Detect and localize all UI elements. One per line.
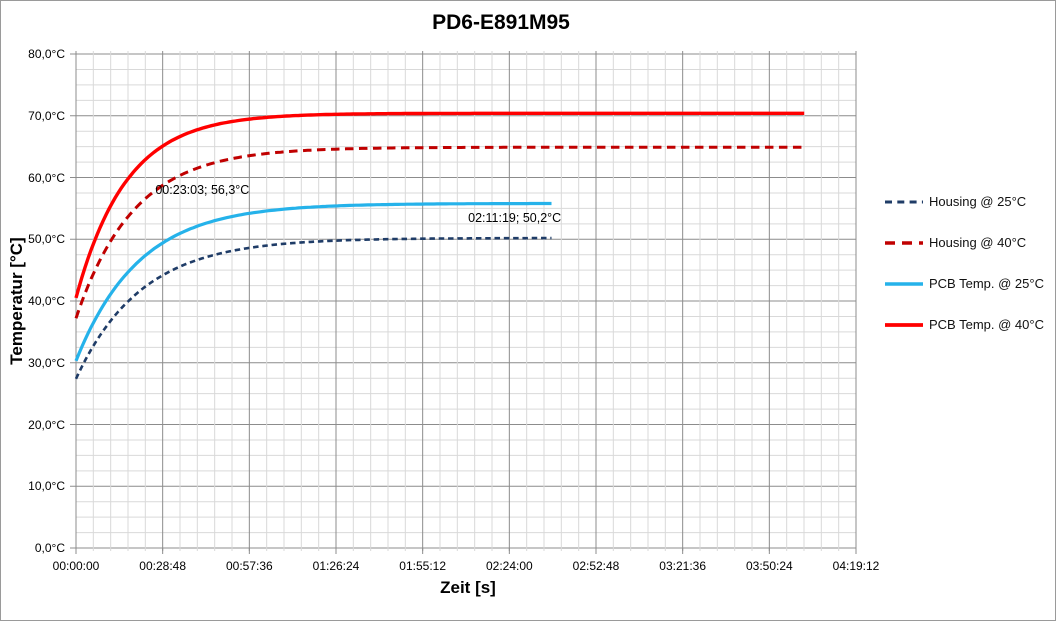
y-tick-label: 70,0°C xyxy=(28,108,65,123)
legend-label: Housing @ 40°C xyxy=(929,235,1027,250)
x-tick-label: 02:52:48 xyxy=(572,559,620,573)
x-tick-label: 00:28:48 xyxy=(139,559,187,573)
x-axis-title: Zeit [s] xyxy=(440,578,496,597)
y-tick-label: 30,0°C xyxy=(28,355,65,370)
y-tick-label: 0,0°C xyxy=(34,541,65,555)
y-tick-label: 10,0°C xyxy=(28,479,65,494)
legend-line-sample xyxy=(885,240,923,245)
x-tick-label: 01:55:12 xyxy=(399,559,447,573)
legend: Housing @ 25°C Housing @ 40°C PCB Temp. @ … xyxy=(885,181,1055,345)
legend-line-sample xyxy=(885,322,923,327)
y-tick-label: 50,0°C xyxy=(28,232,65,247)
legend-line-sample xyxy=(885,200,923,203)
legend-item-2: PCB Temp. @ 25°C xyxy=(885,263,1055,304)
data-point-label-0: 00:23:03; 56,3°C xyxy=(155,183,250,198)
legend-item-0: Housing @ 25°C xyxy=(885,181,1055,222)
legend-item-3: PCB Temp. @ 40°C xyxy=(885,304,1055,345)
series-curve-2 xyxy=(74,201,552,362)
series-curve-3 xyxy=(74,111,805,299)
chart-title: PD6-E891M95 xyxy=(432,11,570,34)
data-point-label-1: 02:11:19; 50,2°C xyxy=(468,211,562,225)
legend-item-1: Housing @ 40°C xyxy=(885,222,1055,263)
y-tick-label: 60,0°C xyxy=(28,170,65,185)
y-tick-label: 40,0°C xyxy=(28,294,65,308)
x-tick-label: 04:19:12 xyxy=(832,559,880,573)
x-tick-label: 01:26:24 xyxy=(312,559,360,573)
y-tick-label: 80,0°C xyxy=(28,47,65,61)
x-tick-label: 02:24:00 xyxy=(485,559,533,573)
series-curve-1 xyxy=(74,145,805,319)
x-tick-label: 03:21:36 xyxy=(659,559,707,573)
legend-label: PCB Temp. @ 40°C xyxy=(929,317,1044,332)
x-tick-label: 00:57:36 xyxy=(225,559,273,573)
y-tick-label: 20,0°C xyxy=(28,417,65,432)
x-tick-label: 03:50:24 xyxy=(745,559,793,573)
series-curve-0 xyxy=(74,236,552,380)
legend-label: PCB Temp. @ 25°C xyxy=(929,276,1044,291)
legend-line-sample xyxy=(885,281,923,286)
x-tick-label: 00:00:00 xyxy=(52,559,100,573)
y-axis-title: Temperatur [°C] xyxy=(7,237,26,365)
legend-label: Housing @ 25°C xyxy=(929,194,1027,209)
